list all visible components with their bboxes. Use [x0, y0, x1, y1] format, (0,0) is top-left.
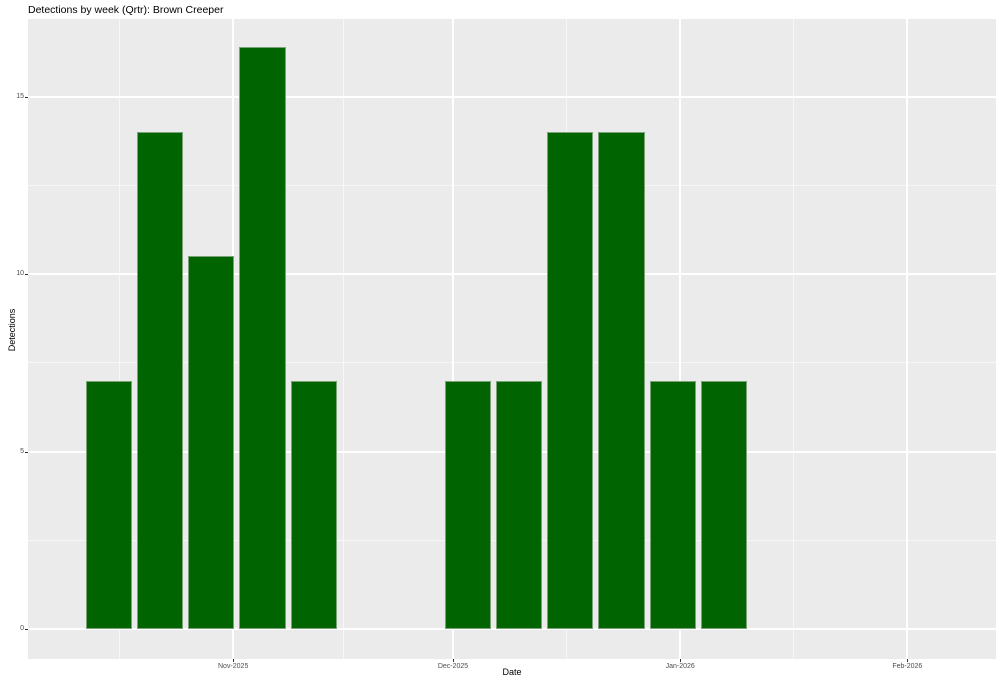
- chart-title: Detections by week (Qrtr): Brown Creeper: [28, 4, 224, 16]
- x-tick-label: Jan-2026: [665, 663, 695, 670]
- x-gridline-major: [906, 19, 909, 659]
- x-gridline-major: [452, 19, 454, 659]
- y-gridline-major: [28, 273, 996, 276]
- x-tick-label: Nov-2025: [217, 663, 249, 670]
- x-gridline-minor: [793, 19, 795, 659]
- y-gridline-minor: [28, 184, 996, 186]
- x-gridline-major: [679, 19, 682, 659]
- bar: [290, 380, 337, 630]
- x-gridline-minor: [342, 19, 344, 659]
- x-tick-mark: [233, 659, 235, 662]
- bar: [495, 380, 543, 630]
- y-tick-label: 5: [20, 447, 24, 455]
- x-gridline-minor: [119, 19, 121, 659]
- bar: [649, 380, 696, 630]
- x-tick-label: Dec-2025: [437, 663, 469, 670]
- bar: [547, 132, 594, 630]
- y-tick-mark: [25, 96, 28, 98]
- y-axis-title: Detections: [7, 308, 17, 352]
- y-tick-mark: [25, 629, 28, 631]
- y-tick-label: 0: [20, 625, 24, 633]
- y-tick-mark: [25, 451, 28, 453]
- y-tick-label: 15: [16, 92, 24, 100]
- x-tick-label: Feb-2026: [892, 663, 923, 670]
- y-gridline-major: [28, 95, 996, 98]
- x-tick-mark: [680, 659, 682, 662]
- x-axis-title: Date: [502, 667, 522, 677]
- y-tick-label: 10: [16, 270, 24, 278]
- bar: [598, 132, 645, 630]
- bar: [85, 380, 132, 630]
- bar: [136, 132, 183, 630]
- bar: [701, 380, 748, 630]
- x-tick-mark: [907, 659, 909, 662]
- bar: [188, 256, 235, 630]
- y-tick-mark: [25, 274, 28, 276]
- plot-panel: [28, 19, 996, 659]
- y-gridline-major: [28, 628, 996, 631]
- bar: [444, 380, 491, 630]
- x-tick-mark: [453, 659, 454, 662]
- bar: [239, 47, 286, 630]
- y-gridline-minor: [28, 362, 996, 364]
